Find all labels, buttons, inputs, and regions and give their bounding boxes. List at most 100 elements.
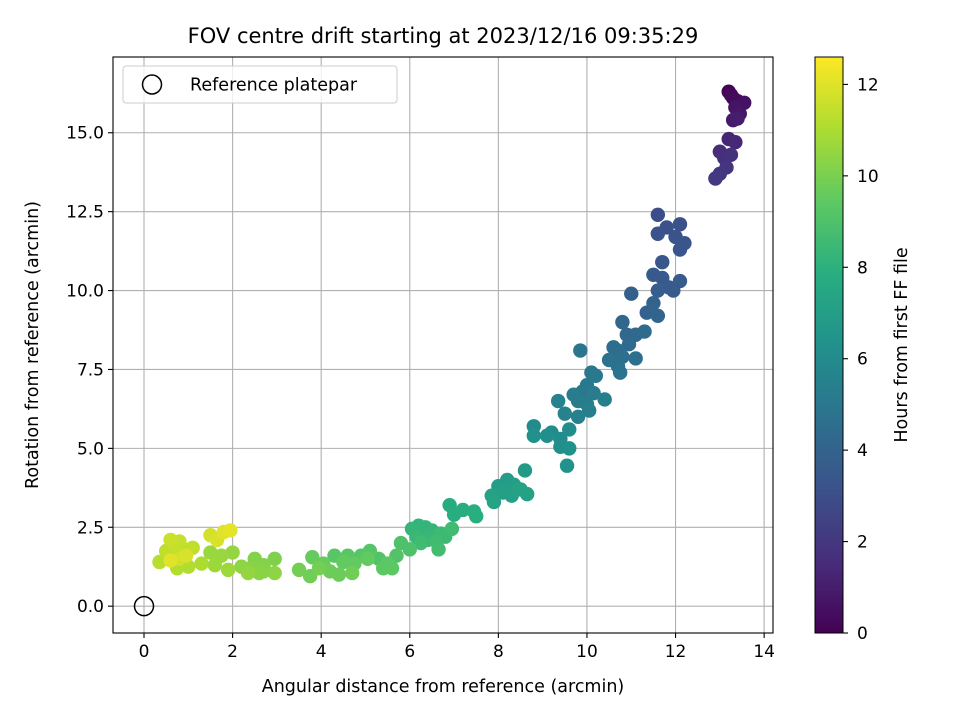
scatter-point [380,556,395,571]
x-axis-ticks: 0 2 4 6 8 10 12 14 [139,633,775,662]
scatter-point [402,542,417,557]
scatter-point [220,562,236,578]
scatter-point [256,564,271,579]
scatter-point [305,550,320,565]
y-tick-label: 0.0 [77,597,104,617]
scatter-point [360,551,375,567]
scatter-point [621,337,637,352]
x-tick-label: 2 [227,642,238,662]
scatter-point [526,428,542,443]
y-tick-label: 7.5 [77,360,104,380]
scatter-point [655,254,670,270]
x-tick-label: 0 [139,642,150,662]
scatter-point [550,393,566,409]
scatter-point [511,482,526,497]
colorbar-tick-label: 2 [857,533,868,553]
y-tick-label: 2.5 [77,518,104,538]
colorbar-tick-label: 10 [857,167,879,187]
reference-point [133,595,155,617]
scatter-point [240,565,256,581]
scatter-point [331,567,347,582]
colorbar-tick-label: 6 [857,350,868,370]
colorbar-tick-label: 12 [857,75,879,95]
scatter-point [612,365,628,380]
y-tick-label: 15.0 [66,124,104,144]
y-tick-label: 10.0 [66,282,104,302]
legend-marker-reference [141,74,163,95]
colorbar-gradient [814,56,844,634]
scatter-point [557,406,573,421]
scatter-point [708,171,723,186]
scatter-point [562,422,577,437]
x-tick-label: 12 [665,642,687,662]
scatter-point [650,226,666,241]
scatter-point [637,324,652,339]
scatter-point [562,441,577,456]
scatter-point [559,458,575,473]
plot-area: 0 2 4 6 8 10 12 14 0.0 2.5 5.0 7.5 10.0 12.5 15.0 [66,56,775,662]
scatter-point [650,283,666,298]
scatter-point [311,561,327,576]
scatter-point [588,368,604,383]
legend: Reference platepar [122,65,398,104]
y-tick-label: 12.5 [66,203,104,223]
scatter-point [267,551,282,567]
scatter-point [650,207,666,223]
scatter-point [469,509,484,524]
scatter-point [581,403,597,418]
scatter-point [723,147,739,163]
scatter-point [615,314,630,330]
scatter-point [444,521,460,537]
x-tick-label: 14 [753,642,775,662]
axes-frame [112,56,774,634]
scatter-point [194,556,209,571]
scatter-point [203,545,218,560]
colorbar-label: Hours from first FF file [892,247,912,442]
scatter-point [431,542,446,557]
scatter-point [486,494,502,510]
scatter-point [728,135,743,150]
scatter-point [291,562,307,578]
scatter-point [225,545,240,560]
scatter-point [570,409,586,425]
scatter-point [178,548,194,563]
scatter-point [223,523,238,538]
colorbar: 0 2 4 6 8 10 12 Hours from first FF file [814,56,912,644]
scatter-point [672,242,688,257]
scatter-point [650,308,666,324]
x-axis-label: Angular distance from reference (arcmin) [262,677,625,697]
scatter-point [639,305,654,320]
scatter-point [624,286,639,301]
y-tick-label: 5.0 [77,439,104,459]
scatter-point [267,565,282,581]
scatter-point [163,532,178,548]
legend-label-reference: Reference platepar [190,76,358,96]
reference-marker [133,595,155,617]
chart-title: FOV centre drift starting at 2023/12/16 … [188,24,699,48]
colorbar-ticks: 0 2 4 6 8 10 12 [843,75,879,644]
scatter-point [446,507,462,522]
colorbar-tick-label: 8 [857,258,868,278]
y-axis-label: Rotation from reference (arcmin) [23,201,43,489]
colorbar-tick-label: 4 [857,441,868,461]
scatter-point [606,340,621,355]
scatter-point [207,557,223,573]
scatter-point [573,343,588,358]
scatter-point [413,535,429,551]
y-axis-ticks: 0.0 2.5 5.0 7.5 10.0 12.5 15.0 [66,124,113,617]
scatter-point [344,565,360,581]
scatter-point [597,392,612,407]
scatter-point [586,385,601,401]
scatter-point [666,283,681,298]
x-tick-label: 4 [316,642,327,662]
scatter-point [517,463,533,478]
scatter-point [336,554,351,570]
colorbar-tick-label: 0 [857,624,868,644]
x-tick-label: 8 [493,642,504,662]
scatter-point [730,111,745,126]
scatter-point [672,217,688,232]
scatter-point [163,553,178,568]
legend-box [122,65,398,104]
scatter-point [539,428,555,443]
